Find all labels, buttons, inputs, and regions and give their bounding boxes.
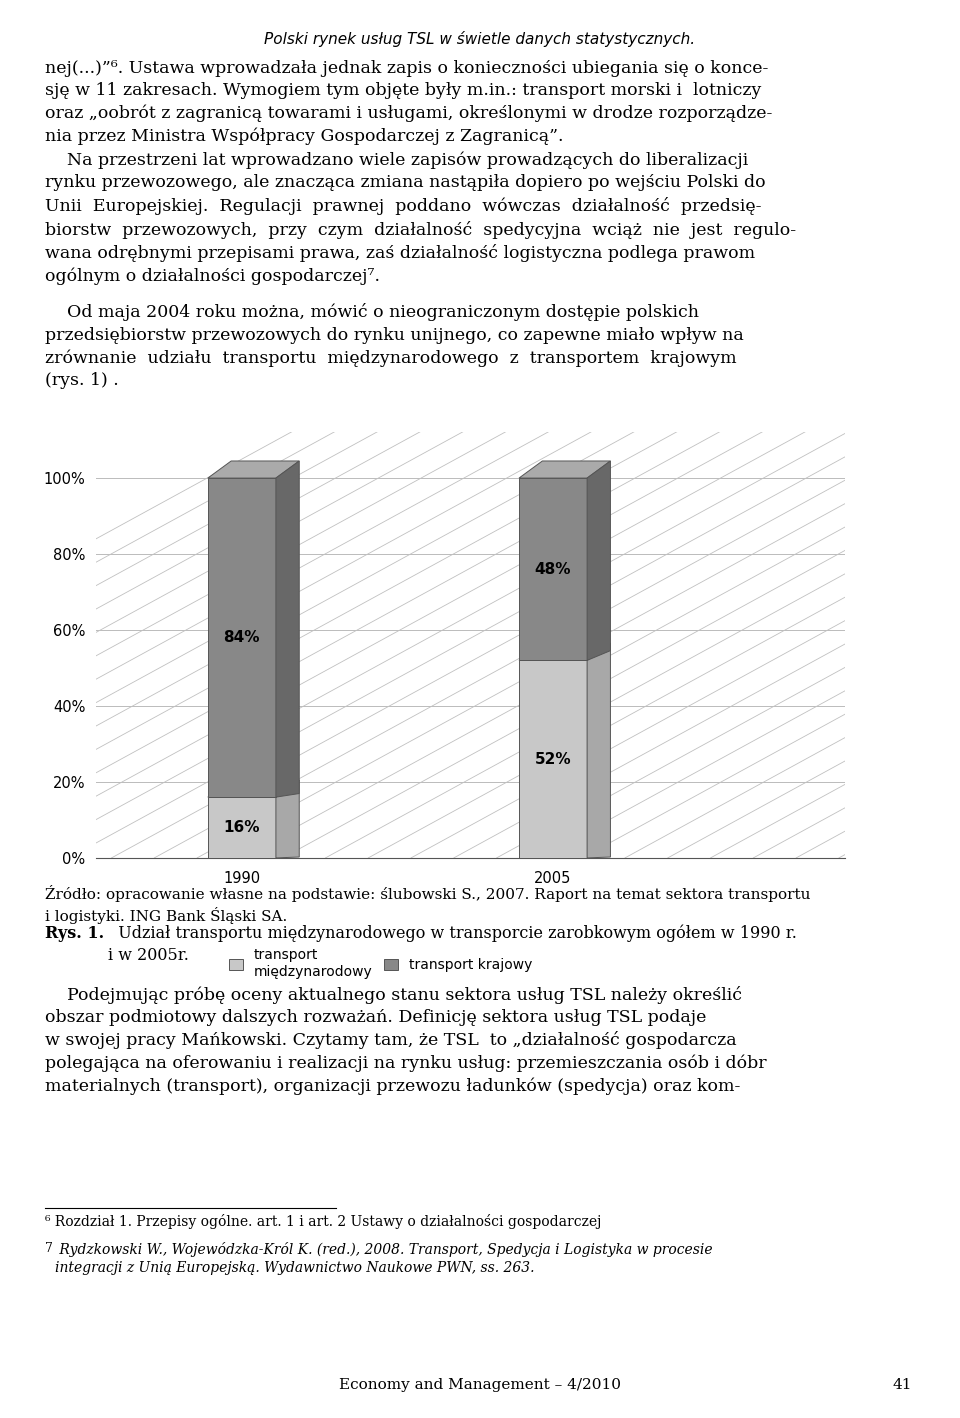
Polygon shape [276, 461, 300, 797]
Text: Na przestrzeni lat wprowadzano wiele zapisów prowadzących do liberalizacji
rynku: Na przestrzeni lat wprowadzano wiele zap… [45, 152, 796, 285]
Bar [207, 797, 276, 858]
Polygon shape [588, 644, 611, 858]
Polygon shape [519, 461, 611, 478]
Text: 7: 7 [45, 1242, 53, 1255]
Text: Economy and Management – 4/2010: Economy and Management – 4/2010 [339, 1378, 621, 1392]
Text: 52%: 52% [535, 752, 571, 767]
Text: Od maja 2004 roku można, mówić o nieograniczonym dostępie polskich
przedsiębiors: Od maja 2004 roku można, mówić o nieogra… [45, 303, 744, 389]
Text: Podejmując próbę oceny aktualnego stanu sektora usług TSL należy określić
obszar: Podejmując próbę oceny aktualnego stanu … [45, 986, 767, 1095]
Polygon shape [519, 644, 611, 661]
Bar [519, 661, 588, 858]
Text: Rys. 1.: Rys. 1. [45, 925, 105, 942]
Bar [207, 478, 276, 797]
Text: nej(...)”⁶. Ustawa wprowadzała jednak zapis o konieczności ubiegania się o konce: nej(...)”⁶. Ustawa wprowadzała jednak za… [45, 60, 773, 145]
Text: Rydzkowski W., Wojewódzka-Król K. (red.), 2008. Transport, Spedycja i Logistyka : Rydzkowski W., Wojewódzka-Król K. (red.)… [55, 1242, 712, 1275]
Legend: transport
międzynarodowy, transport krajowy: transport międzynarodowy, transport kraj… [228, 949, 532, 978]
Text: 41: 41 [893, 1378, 912, 1392]
Polygon shape [276, 780, 300, 858]
Polygon shape [207, 780, 300, 797]
Text: 84%: 84% [224, 630, 260, 645]
Text: Polski rynek usług TSL w świetle danych statystycznych.: Polski rynek usług TSL w świetle danych … [264, 31, 696, 47]
Polygon shape [106, 862, 858, 864]
Text: ⁶ Rozdział 1. Przepisy ogólne. art. 1 i art. 2 Ustawy o działalności gospodarcze: ⁶ Rozdział 1. Przepisy ogólne. art. 1 i … [45, 1214, 602, 1229]
Text: 48%: 48% [535, 562, 571, 577]
Bar [519, 478, 588, 661]
Polygon shape [207, 461, 300, 478]
Text: Źródło: opracowanie własne na podstawie: ślubowski S., 2007. Raport na temat sek: Źródło: opracowanie własne na podstawie:… [45, 885, 810, 925]
Text: Udział transportu międzynarodowego w transporcie zarobkowym ogółem w 1990 r.
i w: Udział transportu międzynarodowego w tra… [108, 925, 797, 964]
Polygon shape [588, 461, 611, 661]
Text: 16%: 16% [224, 820, 260, 835]
